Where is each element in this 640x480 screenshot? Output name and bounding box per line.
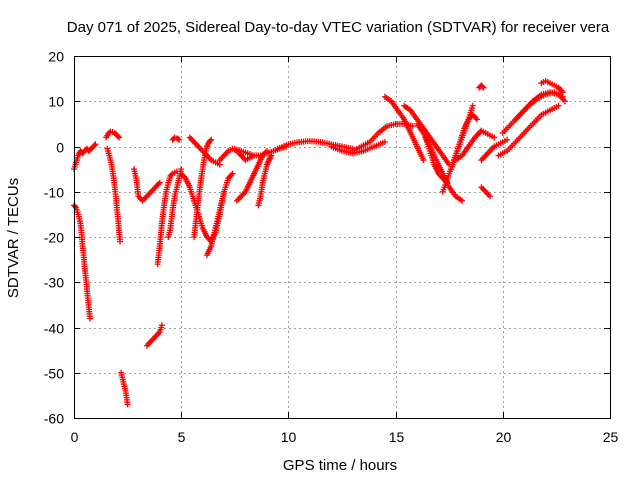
data-point <box>114 133 121 140</box>
data-point <box>117 238 124 245</box>
series-arc35 <box>512 89 568 123</box>
data-point <box>459 197 466 204</box>
data-point <box>91 142 98 149</box>
data-point <box>168 171 175 178</box>
data-point <box>474 116 481 123</box>
x-tick-label: 0 <box>71 429 79 445</box>
data-point <box>480 84 487 91</box>
y-tick-label: -60 <box>44 411 64 427</box>
series-arc36 <box>538 77 566 96</box>
data-point <box>504 136 511 143</box>
series-arc14 <box>203 170 236 259</box>
y-tick-label: 10 <box>48 94 64 110</box>
data-point <box>208 136 215 143</box>
series-arc17 <box>255 152 275 209</box>
axis-ticks: 0 5 10 15 20 25 -60 -50 -40 -30 -20 -10 0 10 20 <box>44 49 619 446</box>
data-point <box>116 134 123 141</box>
data-point <box>486 193 493 200</box>
series-arc4 <box>104 145 124 245</box>
series-arc20 <box>328 138 388 157</box>
x-tick-label: 5 <box>178 429 186 445</box>
series-arc7 <box>143 322 165 349</box>
data-point <box>106 129 113 136</box>
data-point <box>381 138 388 145</box>
x-tick-label: 10 <box>281 429 297 445</box>
y-tick-label: 0 <box>56 140 64 156</box>
series-arc29 <box>476 82 487 91</box>
series-arc33 <box>495 102 562 159</box>
series-arc12 <box>191 136 215 240</box>
y-tick-label: -20 <box>44 230 64 246</box>
series-arc32 <box>478 184 493 200</box>
series-arc6 <box>131 166 163 204</box>
series-arc30 <box>476 127 498 141</box>
data-point <box>479 83 486 90</box>
y-tick-label: -30 <box>44 275 64 291</box>
data-point <box>176 136 183 143</box>
data-point <box>92 141 99 148</box>
data-point <box>561 98 568 105</box>
data-point <box>469 102 476 109</box>
x-tick-label: 20 <box>496 429 512 445</box>
series-arc31 <box>478 136 511 164</box>
y-tick-label: -10 <box>44 185 64 201</box>
series-arc27 <box>448 111 481 173</box>
y-axis-label: SDTVAR / TECUs <box>5 178 22 298</box>
data-point <box>87 315 94 322</box>
data-point <box>174 136 181 143</box>
x-tick-label: 15 <box>389 429 405 445</box>
series-arc3 <box>103 128 123 141</box>
series-arc28 <box>452 129 483 164</box>
series-arc8 <box>154 168 180 268</box>
series-arc22 <box>381 93 427 164</box>
data-point <box>555 102 562 109</box>
y-tick-label: 20 <box>48 49 64 65</box>
data-point <box>158 322 165 329</box>
grid-lines <box>74 56 610 418</box>
data-point <box>559 89 566 96</box>
data-marks <box>71 77 568 408</box>
data-point <box>207 137 214 144</box>
data-point <box>229 170 236 177</box>
series-arc1 <box>71 141 99 173</box>
y-tick-label: -50 <box>44 366 64 382</box>
data-point <box>409 123 416 130</box>
x-tick-label: 25 <box>603 429 619 445</box>
chart-title: Day 071 of 2025, Sidereal Day-to-day VTE… <box>67 19 610 36</box>
data-point <box>156 179 163 186</box>
data-point <box>72 203 79 210</box>
data-point <box>124 401 131 408</box>
data-point <box>420 157 427 164</box>
series-arc5 <box>118 369 131 408</box>
series-arc2 <box>71 202 94 322</box>
series-arc10 <box>169 134 183 143</box>
series-arc21 <box>349 120 416 155</box>
series-arc25 <box>414 120 466 204</box>
data-point <box>491 134 498 141</box>
y-tick-label: -40 <box>44 321 64 337</box>
x-axis-label: GPS time / hours <box>283 457 397 474</box>
